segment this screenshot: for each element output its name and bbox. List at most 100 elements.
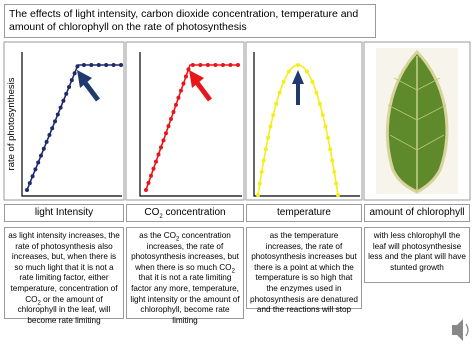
curve-dot xyxy=(336,193,340,197)
curve-dot xyxy=(33,167,38,172)
curve-dot xyxy=(55,112,60,117)
curve-dot xyxy=(47,133,52,138)
title: The effects of light intensity, carbon d… xyxy=(4,4,376,38)
text-run: CO xyxy=(144,207,160,218)
curve-dot xyxy=(166,124,171,129)
panel-frame xyxy=(245,41,363,201)
curve-dot xyxy=(53,119,58,124)
curve-dot xyxy=(158,145,163,150)
panel-label: temperature xyxy=(246,204,362,222)
curve-dot xyxy=(263,147,268,152)
curve-dot xyxy=(153,159,158,164)
curve-dot xyxy=(168,117,173,122)
curve-dot xyxy=(323,124,328,129)
curve-dot xyxy=(220,63,225,67)
curve-dot xyxy=(75,64,80,69)
curve-dot xyxy=(181,81,186,86)
curve-dot xyxy=(183,74,188,79)
curve-dot xyxy=(61,98,66,103)
curve-dot xyxy=(67,84,72,89)
curve-dot xyxy=(198,63,203,67)
curve-dot xyxy=(44,139,49,144)
curve-dot xyxy=(171,109,176,114)
curve-dot xyxy=(304,69,309,74)
curve-dot xyxy=(268,124,273,129)
curve-dot xyxy=(27,181,32,186)
curve-dot xyxy=(104,63,109,67)
panel-description: with less chlorophyll the leaf will phot… xyxy=(364,227,470,283)
text-run: with less chlorophyll the leaf will phot… xyxy=(368,231,466,272)
curve-dot xyxy=(320,113,325,118)
curve-dot xyxy=(178,88,183,93)
curve-dot xyxy=(163,131,168,136)
y-axis-label: rate of photosynthesis xyxy=(6,77,17,170)
text-run: as the temperature increases, the rate o… xyxy=(250,231,358,315)
curve-dot xyxy=(25,188,29,192)
curve-dot xyxy=(259,170,264,175)
curve-dot xyxy=(277,90,282,95)
panel-description: as the CO2 concentration increases, the … xyxy=(126,227,244,325)
curve-dot xyxy=(81,63,86,67)
curve-dot xyxy=(256,193,260,197)
curve-dot xyxy=(205,63,210,67)
curve-dot xyxy=(41,146,46,151)
curve-dot xyxy=(334,181,339,186)
curve-dot xyxy=(271,113,276,118)
text-run: that it is not a rate limiting factor an… xyxy=(130,273,240,325)
curve-dot xyxy=(156,152,161,157)
curve-dot xyxy=(69,78,74,83)
curve-dot xyxy=(266,135,271,140)
text-run: temperature xyxy=(277,207,331,218)
leaf xyxy=(376,48,458,194)
curve-dot xyxy=(228,63,233,67)
curve-dot xyxy=(30,174,35,179)
curve-dot xyxy=(296,63,300,67)
curve-dot xyxy=(161,138,166,143)
panel-description: as light intensity increases, the rate o… xyxy=(4,227,124,325)
curve-dot xyxy=(330,158,335,163)
curve-dot xyxy=(144,188,148,192)
curve-dot xyxy=(236,63,240,67)
text-run: or the amount of chlorophyll in the leaf… xyxy=(17,294,111,325)
curve-dot xyxy=(173,102,178,107)
arrows xyxy=(77,70,304,105)
text-run: as light intensity increases, the rate o… xyxy=(8,231,120,304)
text-run: amount of chlorophyll xyxy=(369,207,465,218)
panel-description: as the temperature increases, the rate o… xyxy=(246,227,362,314)
axes xyxy=(21,52,360,197)
subscript: 2 xyxy=(176,236,180,243)
curve-dot xyxy=(274,101,279,106)
curve-dot xyxy=(261,158,266,163)
curve-dot xyxy=(146,180,151,185)
curve-dot xyxy=(176,95,181,100)
text-run: as the CO xyxy=(139,231,177,240)
panel-label: amount of chlorophyll xyxy=(364,204,470,222)
subscript: 2 xyxy=(231,268,235,275)
curve-dot xyxy=(119,63,123,67)
curve-dot xyxy=(257,181,262,186)
text-run: concentration xyxy=(162,207,226,218)
curve-dot xyxy=(213,63,218,67)
panel-label: CO2 concentration xyxy=(126,204,244,222)
curve-dot xyxy=(317,101,322,106)
curve-dot xyxy=(58,105,63,110)
curve-dot xyxy=(50,126,55,131)
subscript: 2 xyxy=(159,214,163,220)
curve-dot xyxy=(190,63,195,67)
curve-dot xyxy=(148,173,153,178)
panel-frame xyxy=(3,41,125,201)
curve-dot xyxy=(89,63,94,67)
speaker-icon[interactable] xyxy=(452,319,469,341)
curves xyxy=(25,63,340,197)
curve-dot xyxy=(96,63,101,67)
panel-label: light Intensity xyxy=(4,204,124,222)
curve-dot xyxy=(310,79,315,84)
curve-dot xyxy=(36,160,41,165)
curve-dot xyxy=(328,147,333,152)
curve-dot xyxy=(325,135,330,140)
subscript: 2 xyxy=(37,300,41,307)
text-run: concentration increases, the rate of pho… xyxy=(131,231,239,272)
curve-dot xyxy=(281,79,286,84)
